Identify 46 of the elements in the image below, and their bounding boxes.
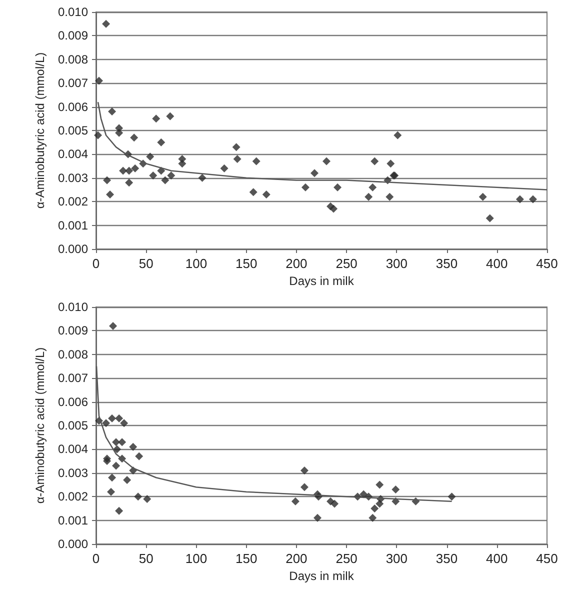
y-tick-label: 0.002 [58,194,88,209]
x-tick-label: 150 [235,551,258,566]
y-tick-label: 0.010 [58,5,88,19]
x-tick-label: 250 [336,256,358,271]
y-tick-label: 0.009 [58,28,88,43]
y-tick-label: 0.001 [58,513,88,528]
y-tick-label: 0.009 [58,324,88,338]
y-tick-label: 0.002 [58,490,88,504]
y-tick-label: 0.000 [58,537,88,551]
y-tick-label: 0.007 [58,76,88,90]
y-tick-label: 0.008 [58,52,88,66]
x-tick-label: 100 [185,551,208,566]
x-axis-title: Days in milk [289,568,355,583]
y-tick-label: 0.003 [58,170,88,185]
x-tick-label: 450 [536,256,558,271]
x-tick-label: 350 [436,256,458,271]
y-tick-label: 0.007 [58,371,88,386]
x-tick-label: 300 [386,551,408,566]
x-tick-label: 50 [138,551,154,566]
x-tick-label: 100 [185,256,208,271]
y-tick-label: 0.000 [58,242,88,256]
y-tick-label: 0.006 [58,100,88,114]
x-tick-label: 200 [286,551,308,566]
x-tick-label: 0 [92,551,100,566]
y-tick-label: 0.006 [58,394,88,409]
x-tick-label: 200 [286,256,308,271]
y-axis-title: α-Aminobutyric acid (mmol/L) [33,347,47,504]
x-tick-label: 150 [235,256,258,271]
x-tick-label: 50 [138,256,154,271]
x-tick-label: 450 [536,551,558,566]
x-tick-label: 350 [436,551,458,566]
y-axis-title: α-Aminobutyric acid (mmol/L) [33,52,47,209]
x-tick-label: 400 [486,551,508,566]
y-tick-label: 0.001 [58,218,88,232]
y-tick-label: 0.010 [58,300,88,314]
x-axis-title: Days in milk [289,274,355,288]
x-tick-label: 400 [486,256,508,271]
y-tick-label: 0.004 [58,442,88,456]
y-tick-label: 0.003 [58,466,88,480]
y-tick-label: 0.005 [58,124,88,138]
y-tick-label: 0.004 [58,147,88,162]
y-tick-label: 0.005 [58,418,88,432]
x-tick-label: 250 [336,551,358,566]
x-tick-label: 300 [386,256,408,271]
y-tick-label: 0.008 [58,347,88,362]
x-tick-label: 0 [92,256,100,271]
